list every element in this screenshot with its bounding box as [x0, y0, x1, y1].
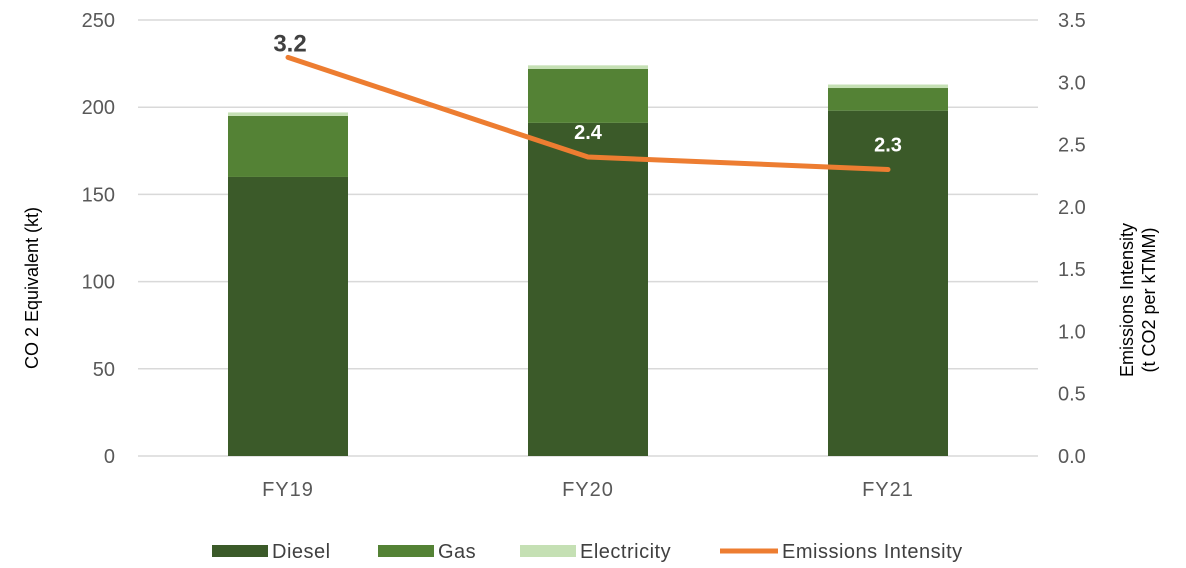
- data-label: 2.3: [874, 134, 902, 156]
- y2-tick-label: 2.5: [1058, 135, 1086, 157]
- bar-diesel: [828, 110, 948, 457]
- bar-electricity: [528, 65, 648, 69]
- y-tick-label: 150: [82, 184, 115, 206]
- y2-tick-label: 0.5: [1058, 384, 1086, 406]
- x-tick-label: FY20: [562, 479, 614, 501]
- y-tick-label: 0: [104, 446, 115, 468]
- bar-gas: [528, 68, 648, 123]
- bar-electricity: [828, 84, 948, 89]
- x-tick-label: FY19: [262, 479, 314, 501]
- x-axis: FY19 FY20 FY21: [262, 479, 914, 501]
- y2-tick-label: 1.5: [1058, 259, 1086, 281]
- y2-tick-label: 3.0: [1058, 72, 1086, 94]
- y-tick-label: 100: [82, 272, 115, 294]
- bars: [228, 65, 948, 457]
- legend: Diesel Gas Electricity Emissions Intensity: [212, 541, 963, 563]
- data-labels: 3.2 2.4 2.3: [273, 30, 902, 156]
- y2-tick-label: 1.0: [1058, 321, 1086, 343]
- y2-axis-title-line1: Emissions Intensity: [1117, 223, 1137, 377]
- data-label: 3.2: [273, 30, 306, 57]
- legend-swatch-gas: [378, 545, 434, 557]
- y-tick-label: 50: [93, 359, 115, 381]
- legend-swatch-electricity: [520, 545, 576, 557]
- bar-gas: [828, 88, 948, 111]
- legend-label-emissions-intensity: Emissions Intensity: [782, 541, 963, 563]
- y-axis-right: 0.0 0.5 1.0 1.5 2.0 2.5 3.0 3.5: [1058, 10, 1086, 468]
- y2-tick-label: 0.0: [1058, 446, 1086, 468]
- line-series: [285, 54, 891, 172]
- y-axis-left: 0 50 100 150 200 250: [82, 10, 115, 468]
- y-tick-label: 250: [82, 10, 115, 32]
- line-emissions-intensity: [285, 54, 891, 172]
- x-tick-label: FY21: [862, 479, 914, 501]
- legend-label-electricity: Electricity: [580, 541, 671, 563]
- y-axis-title: CO 2 Equivalent (kt): [22, 207, 42, 369]
- legend-label-gas: Gas: [438, 541, 476, 563]
- y2-axis-title-line2: (t CO2 per kTMM): [1139, 227, 1159, 372]
- y2-tick-label: 3.5: [1058, 10, 1086, 32]
- y2-tick-label: 2.0: [1058, 197, 1086, 219]
- y-tick-label: 200: [82, 97, 115, 119]
- bar-diesel: [228, 176, 348, 456]
- legend-label-diesel: Diesel: [272, 541, 331, 563]
- bar-gas: [228, 115, 348, 177]
- bar-diesel: [528, 122, 648, 457]
- legend-swatch-diesel: [212, 545, 268, 557]
- data-label: 2.4: [574, 122, 603, 144]
- bar-electricity: [228, 112, 348, 116]
